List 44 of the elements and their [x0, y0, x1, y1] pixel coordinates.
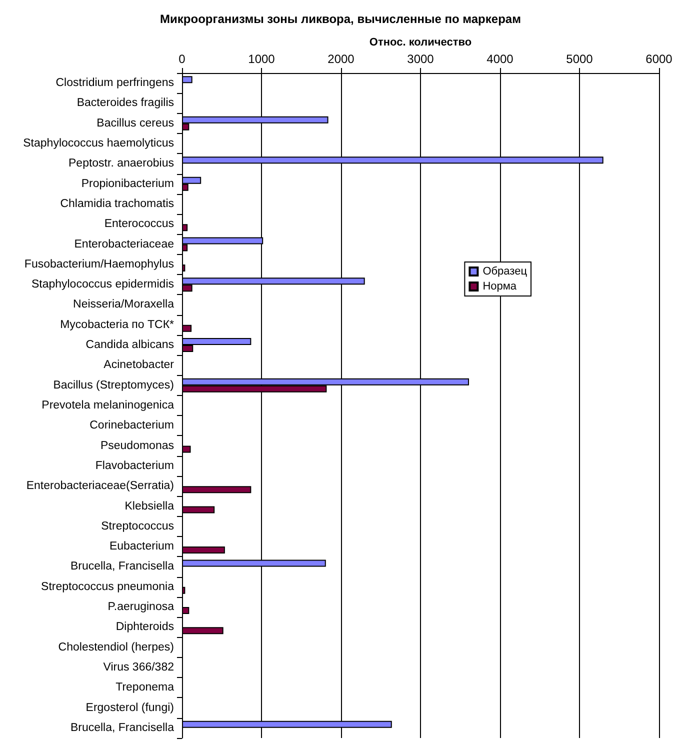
y-tick-label: Prevotela melaninogenica	[42, 400, 175, 412]
legend-label: Норма	[482, 280, 518, 292]
x-tick-label: 5000	[566, 52, 594, 66]
x-tick-label: 2000	[328, 52, 355, 66]
x-tick-label: 3000	[407, 52, 434, 66]
y-tick-label: Brucella, Francisella	[70, 560, 175, 573]
y-tick-label: Enterobacteriaceae	[74, 238, 174, 250]
y-tick-label: Bacillus cereus	[96, 117, 174, 130]
y-tick-label: Virus 366/382	[103, 661, 174, 674]
y-tick-label: Treponema	[116, 682, 175, 694]
x-tick-label: 6000	[646, 52, 673, 66]
y-tick-label: Bacteroides fragilis	[76, 97, 174, 110]
x-tick-label: 4000	[486, 52, 514, 66]
y-tick-label: Neisseria/Moraxella	[73, 298, 175, 311]
y-tick-label: Peptostr. anaerobius	[68, 158, 174, 170]
y-tick-label: Brucella, Francisella	[70, 722, 175, 734]
y-tick-label: Diphteroids	[116, 621, 174, 634]
y-tick-label: Corinebacterium	[90, 420, 174, 432]
y-tick-label: Flavobacterium	[95, 460, 174, 472]
y-tick-label: Staphylococcus epidermidis	[31, 278, 174, 291]
y-tick-label: Fusobacterium/Haemophylus	[24, 258, 174, 270]
y-tick-label: Candida albicans	[86, 339, 174, 352]
legend-label: Образец	[482, 266, 528, 278]
y-tick-label: Cholestendiol (herpes)	[58, 641, 174, 654]
x-axis-title: Относ. количество	[369, 36, 472, 49]
x-tick-label: 0	[178, 52, 186, 66]
y-tick-label: Eubacterium	[109, 540, 174, 553]
y-tick-label: Enterococcus	[104, 218, 174, 230]
x-tick-label: 1000	[248, 52, 276, 66]
y-tick-label: P.aeruginosa	[108, 601, 175, 614]
y-tick-label: Chlamidia trachomatis	[60, 198, 174, 210]
y-tick-label: Klebsiella	[124, 500, 175, 512]
y-tick-label: Streptococcus pneumonia	[41, 580, 175, 593]
y-tick-label: Acinetobacter	[104, 359, 174, 372]
y-tick-label: Bacillus (Streptomyces)	[53, 379, 174, 392]
y-tick-label: Pseudomonas	[100, 440, 174, 452]
y-tick-label: Propionibacterium	[81, 178, 174, 190]
y-tick-label: Staphylococcus haemolyticus	[23, 138, 174, 150]
y-tick-label: Ergosterol (fungi)	[86, 702, 174, 714]
chart-title: Микроорганизмы зоны ликвора, вычисленные по маркерам	[160, 12, 522, 26]
y-tick-label: Mycobacteria по ТСК*	[60, 318, 175, 331]
y-tick-label: Streptococcus	[101, 520, 174, 532]
y-tick-label: Clostridium perfringens	[56, 77, 174, 90]
y-tick-label: Enterobacteriaceae(Serratia)	[26, 480, 174, 492]
